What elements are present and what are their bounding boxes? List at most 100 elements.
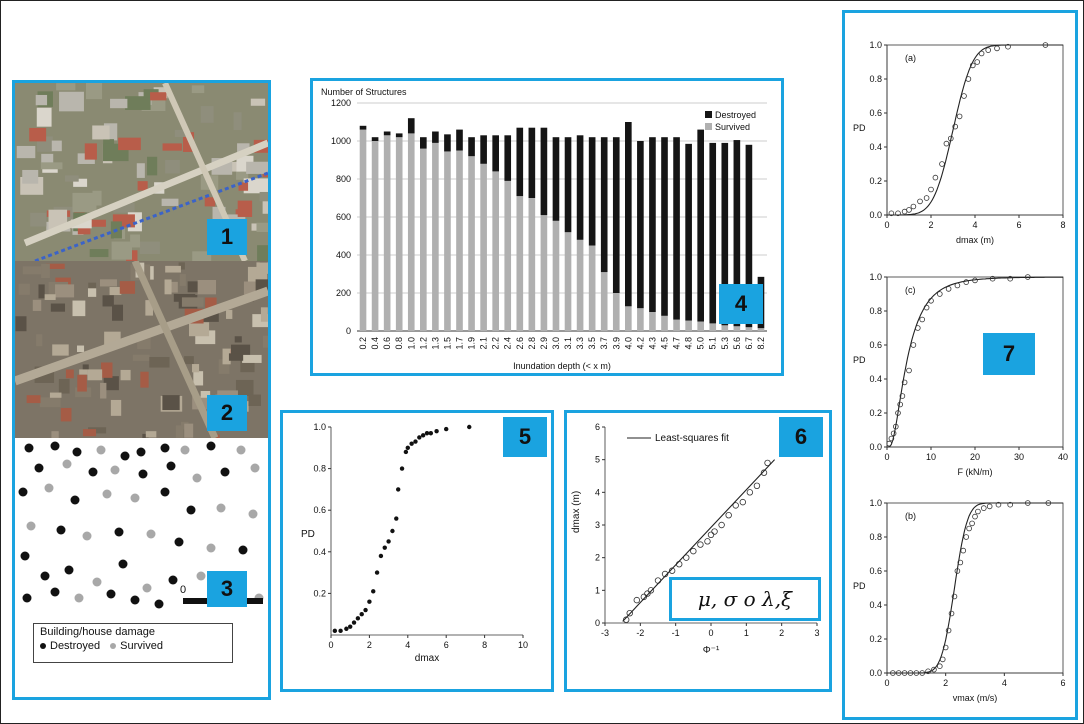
debris-block	[234, 336, 242, 343]
data-point	[972, 277, 978, 284]
data-point	[413, 439, 418, 444]
bar-survived	[359, 129, 367, 331]
debris-block	[15, 316, 27, 332]
destroyed-building-dot	[206, 441, 216, 451]
y-tick-label: 1.0	[313, 422, 326, 432]
data-point	[732, 502, 739, 509]
data-point	[403, 449, 409, 455]
bar-survived	[528, 198, 536, 331]
x-axis-title: Inundation depth (< x m)	[513, 361, 611, 371]
fitted-curve	[887, 276, 1063, 448]
debris-block	[102, 295, 114, 307]
destroyed-building-dot	[70, 495, 80, 505]
y-tick-label: 0.4	[869, 374, 882, 384]
building-block	[29, 127, 47, 142]
legend-survived-text: Survived	[715, 122, 750, 132]
x-tick-label: 4.0	[623, 337, 633, 350]
building-block	[56, 83, 76, 91]
data-point	[888, 210, 895, 217]
building-block	[30, 212, 47, 227]
fitted-curve	[887, 502, 1063, 674]
fragility-curve-b: 0 2 4 6 0.0 0.2 0.4 0.6 0.8 1.0 (b) vmax (m/s) PD	[853, 498, 1066, 703]
building-block	[162, 143, 182, 151]
bar-survived	[564, 232, 572, 331]
building-block	[40, 162, 63, 170]
debris-block	[112, 304, 124, 321]
bar-survived	[516, 196, 524, 331]
data-point	[647, 587, 655, 594]
debris-block	[179, 274, 186, 286]
data-point	[890, 430, 897, 437]
debris-block	[165, 265, 181, 273]
x-tick-label: 10	[926, 452, 936, 462]
data-point	[925, 668, 931, 675]
debris-block	[228, 353, 244, 361]
survived-building-dot	[92, 577, 102, 587]
bar-survived	[721, 325, 729, 331]
data-point	[963, 279, 969, 285]
badge-4: 4	[719, 284, 763, 324]
debris-block	[51, 431, 59, 438]
data-point	[986, 503, 993, 510]
data-point	[895, 410, 901, 416]
survived-building-dot	[180, 445, 190, 455]
building-block	[41, 153, 54, 166]
survived-building-dot	[102, 489, 112, 499]
bar-destroyed	[564, 137, 572, 233]
debris-block	[162, 395, 180, 411]
x-tick-label: -3	[601, 628, 609, 638]
debris-block	[181, 297, 204, 307]
data-point	[886, 440, 892, 447]
building-block	[246, 161, 268, 174]
bar-survived	[745, 327, 753, 331]
debris-block	[132, 354, 150, 361]
legend-destroyed-label: Destroyed	[50, 640, 101, 652]
destroyed-building-dot	[138, 469, 148, 479]
data-point	[467, 424, 472, 430]
x-tick-label: 1.9	[467, 337, 477, 350]
destroyed-building-dot	[72, 447, 82, 457]
data-point	[943, 140, 950, 147]
data-point	[1042, 42, 1049, 48]
debris-block	[88, 427, 107, 434]
bar-destroyed	[637, 141, 644, 309]
x-tick-label: 4.5	[660, 337, 670, 350]
building-block	[192, 251, 212, 261]
data-point	[367, 599, 372, 604]
debris-block	[65, 369, 74, 379]
badge-2: 2	[207, 395, 247, 431]
debris-block	[39, 397, 61, 408]
x-tick-label: 3.3	[575, 337, 585, 350]
y-axis-title: dmax (m)	[571, 491, 582, 533]
x-tick-label: 2	[943, 678, 948, 688]
y-tick-label: 0.2	[869, 176, 882, 186]
data-point	[910, 342, 917, 348]
debris-block	[140, 371, 149, 388]
data-point	[644, 590, 651, 597]
destroyed-building-dot	[220, 467, 230, 477]
survived-building-dot	[96, 445, 106, 455]
y-tick-label: 1	[595, 585, 600, 595]
x-tick-label: 0.2	[358, 337, 368, 350]
data-point	[937, 291, 943, 297]
legend-destroyed: Destroyed	[40, 640, 100, 652]
x-tick-label: 1.5	[442, 337, 452, 350]
x-tick-label: 0.8	[394, 337, 404, 350]
data-point	[405, 445, 410, 450]
data-point	[424, 431, 430, 436]
bar-survived	[480, 163, 487, 331]
data-point	[417, 435, 422, 440]
debris-block	[110, 399, 122, 416]
x-tick-label: 4	[1002, 678, 1007, 688]
fragility-curve-a: 0 2 4 6 8 0.0 0.2 0.4 0.6 0.8 1.0 (a) dmax (m) PD	[853, 40, 1066, 245]
data-point	[932, 174, 939, 181]
data-point	[704, 538, 711, 545]
data-point	[954, 568, 961, 574]
data-point	[937, 663, 943, 670]
y-tick-label: 0.6	[869, 340, 882, 350]
bar-survived	[456, 150, 463, 331]
building-block	[16, 145, 36, 159]
y-tick-label: 6	[595, 422, 600, 432]
y-tick-label: 0.2	[869, 634, 882, 644]
debris-block	[41, 263, 50, 279]
